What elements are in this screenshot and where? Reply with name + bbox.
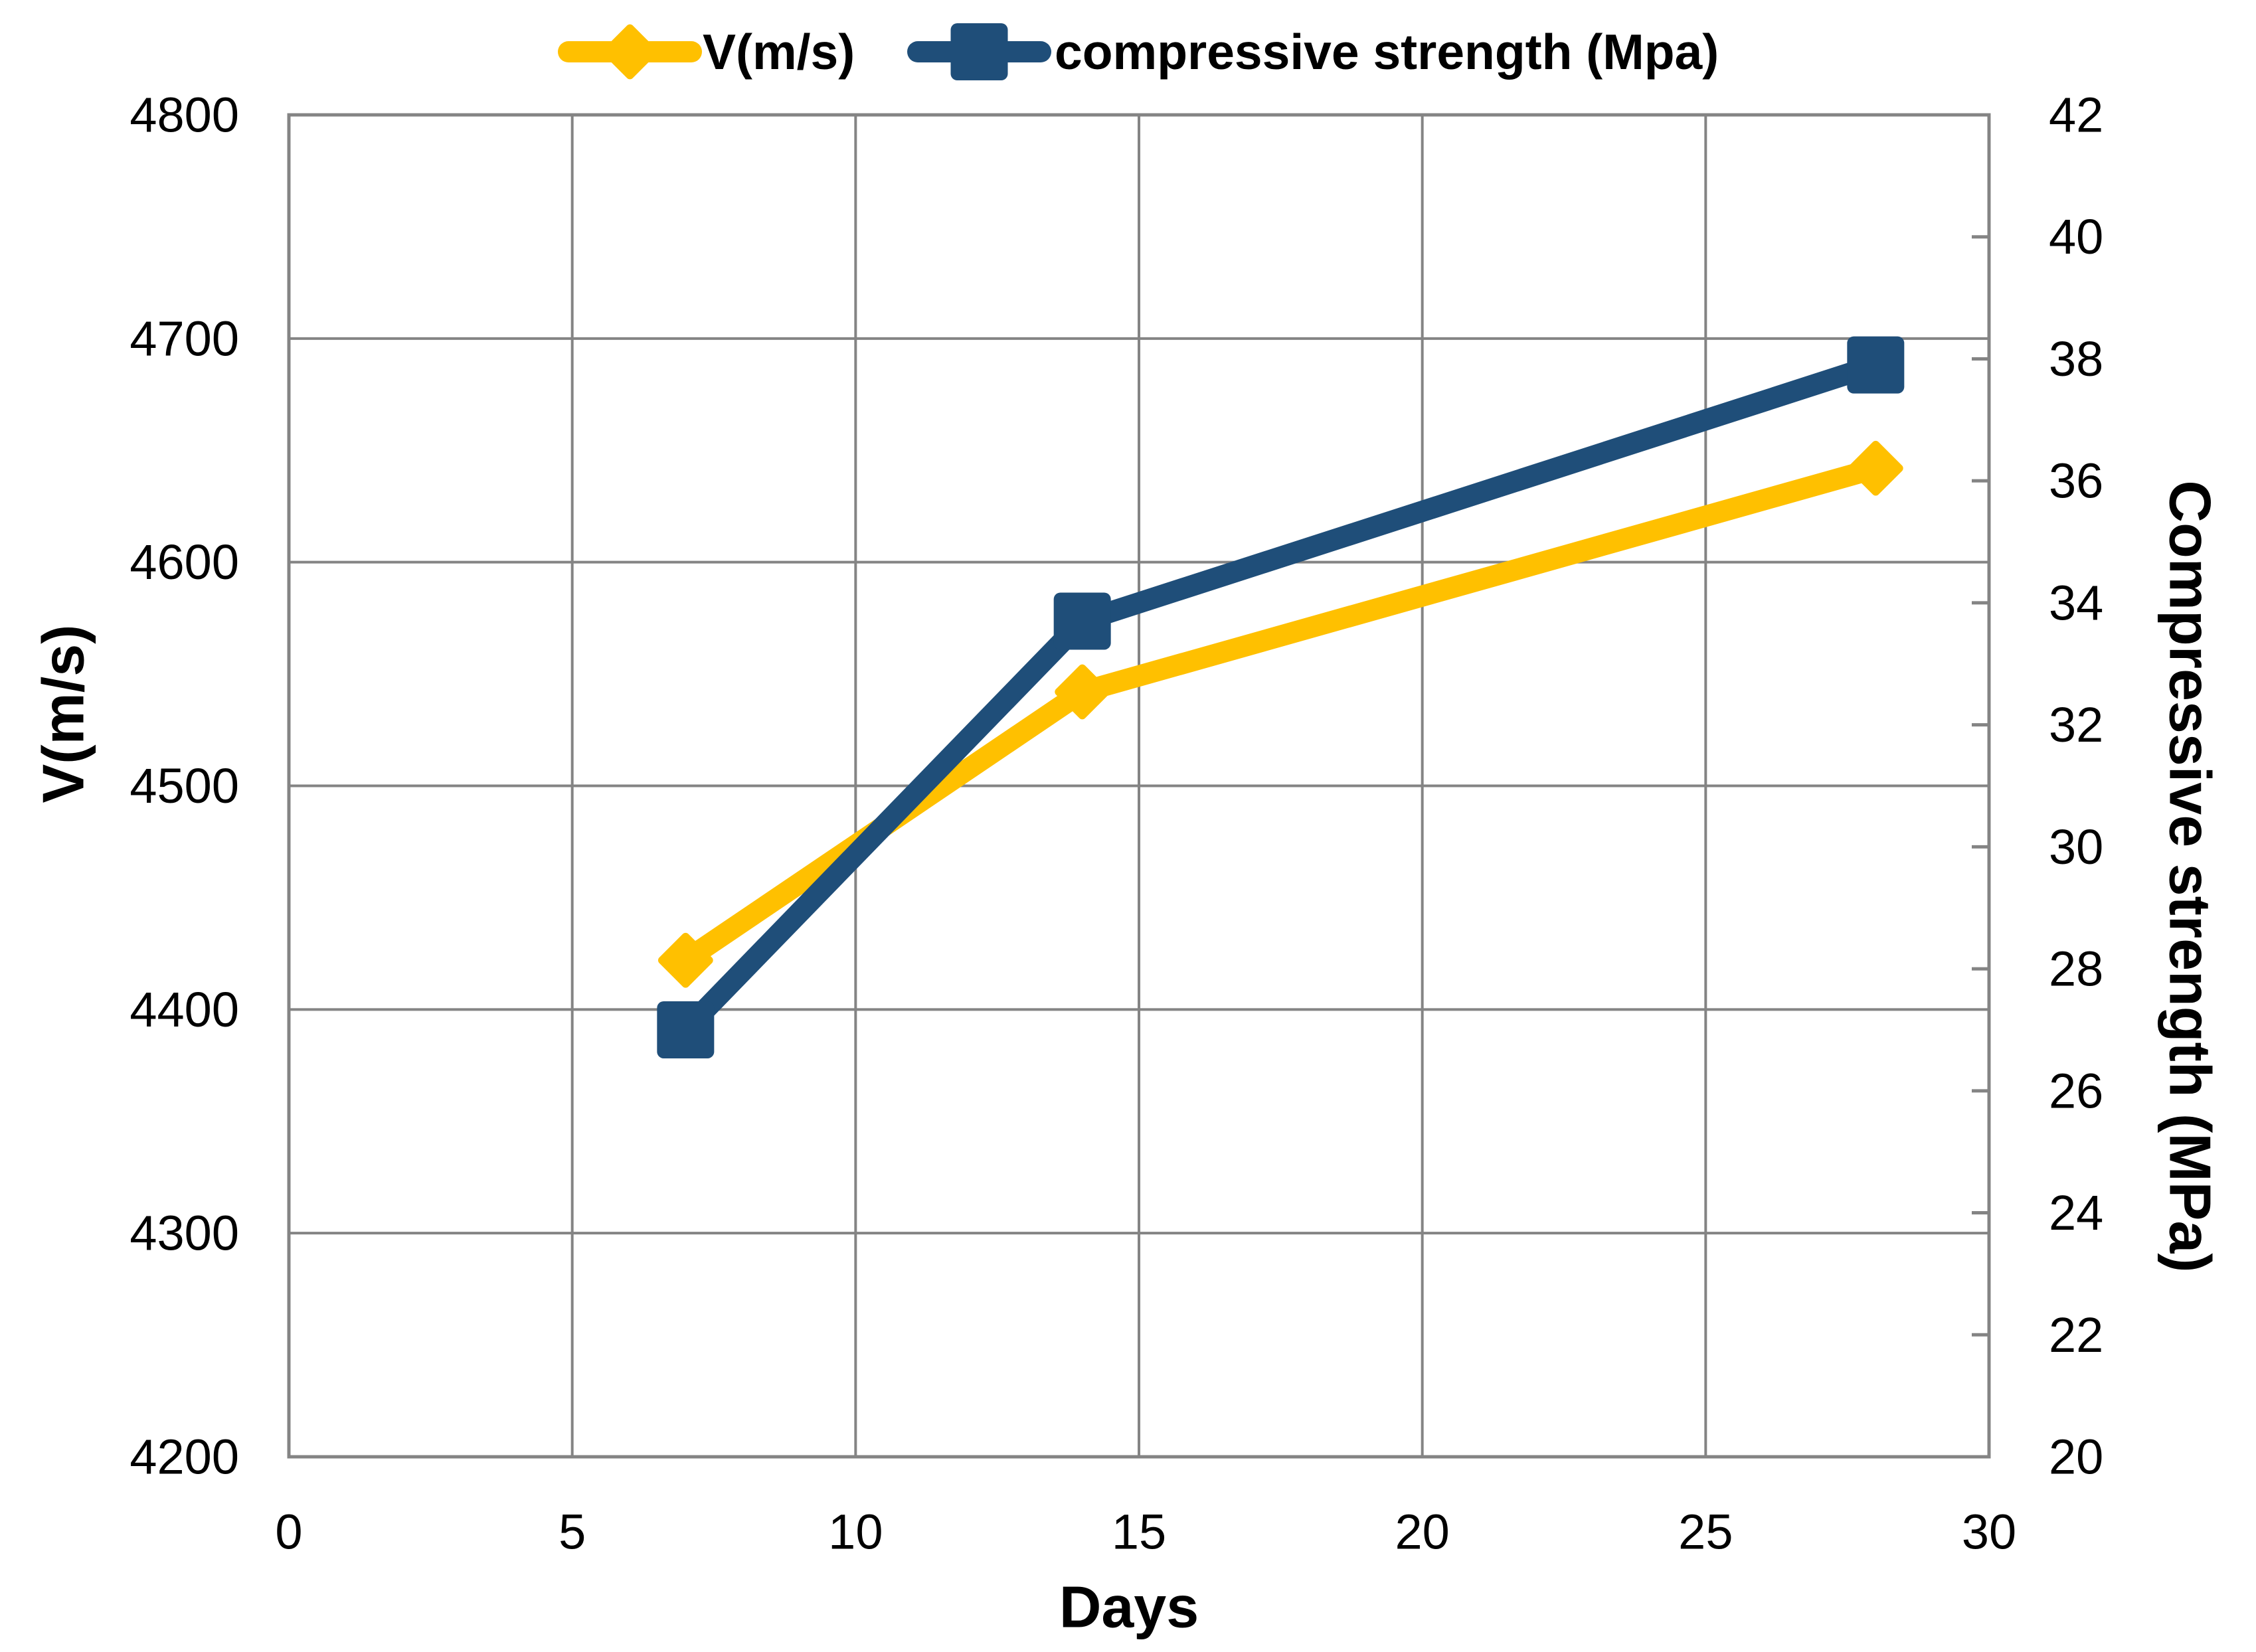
right-axis-tick-label: 34 — [2049, 575, 2103, 630]
right-axis-tick-label: 36 — [2049, 454, 2103, 509]
data-point-s1-0 — [657, 1001, 715, 1058]
series-line-0 — [675, 457, 1887, 971]
right-axis-tick-label: 42 — [2049, 88, 2103, 143]
series-line-1 — [675, 354, 1887, 1040]
data-point-s0-0 — [657, 932, 713, 988]
left-axis-tick-label: 4500 — [130, 758, 239, 813]
x-axis-tick-label: 30 — [1962, 1505, 2016, 1560]
plot-border — [287, 113, 1991, 1459]
x-axis-tick-label: 15 — [1112, 1505, 1166, 1560]
data-point-s1-1 — [1053, 592, 1111, 650]
legend-label-0: V(m/s) — [703, 24, 855, 80]
right-axis-title: Compressive strength (MPa) — [2158, 480, 2223, 1272]
legend-swatch-marker-1 — [950, 23, 1008, 80]
left-axis-tick-label: 4400 — [130, 982, 239, 1037]
right-axis-tick-label: 22 — [2049, 1307, 2103, 1363]
right-axis-tick-label: 40 — [2049, 209, 2103, 264]
data-point-s1-2 — [1847, 336, 1905, 394]
legend-swatch-marker-0 — [602, 24, 657, 80]
right-axis-tick-label: 38 — [2049, 331, 2103, 386]
x-axis-tick-label: 25 — [1678, 1505, 1733, 1560]
left-axis-tick-label: 4700 — [130, 311, 239, 366]
x-axis-tick-label: 20 — [1395, 1505, 1450, 1560]
left-axis-title: V(m/s) — [31, 625, 96, 803]
left-axis-tick-label: 4300 — [130, 1206, 239, 1261]
data-point-s0-2 — [1848, 440, 1903, 496]
data-point-s0-1 — [1055, 664, 1110, 720]
x-axis-title: Days — [1059, 1574, 1199, 1640]
right-axis-tick-label: 26 — [2049, 1063, 2103, 1118]
right-axis-tick-label: 28 — [2049, 942, 2103, 997]
legend-label-1: compressive strength (Mpa) — [1055, 24, 1719, 80]
right-axis-tick-label: 30 — [2049, 819, 2103, 874]
left-axis-tick-label: 4200 — [130, 1430, 239, 1485]
x-axis-tick-label: 0 — [275, 1505, 302, 1560]
x-axis-tick-label: 10 — [828, 1505, 883, 1560]
right-axis-tick-label: 20 — [2049, 1430, 2103, 1485]
right-axis-tick-label: 32 — [2049, 697, 2103, 752]
x-axis-tick-label: 5 — [559, 1505, 586, 1560]
left-axis-tick-label: 4600 — [130, 535, 239, 590]
right-axis-tick-label: 24 — [2049, 1185, 2103, 1240]
left-axis-tick-label: 4800 — [130, 88, 239, 143]
